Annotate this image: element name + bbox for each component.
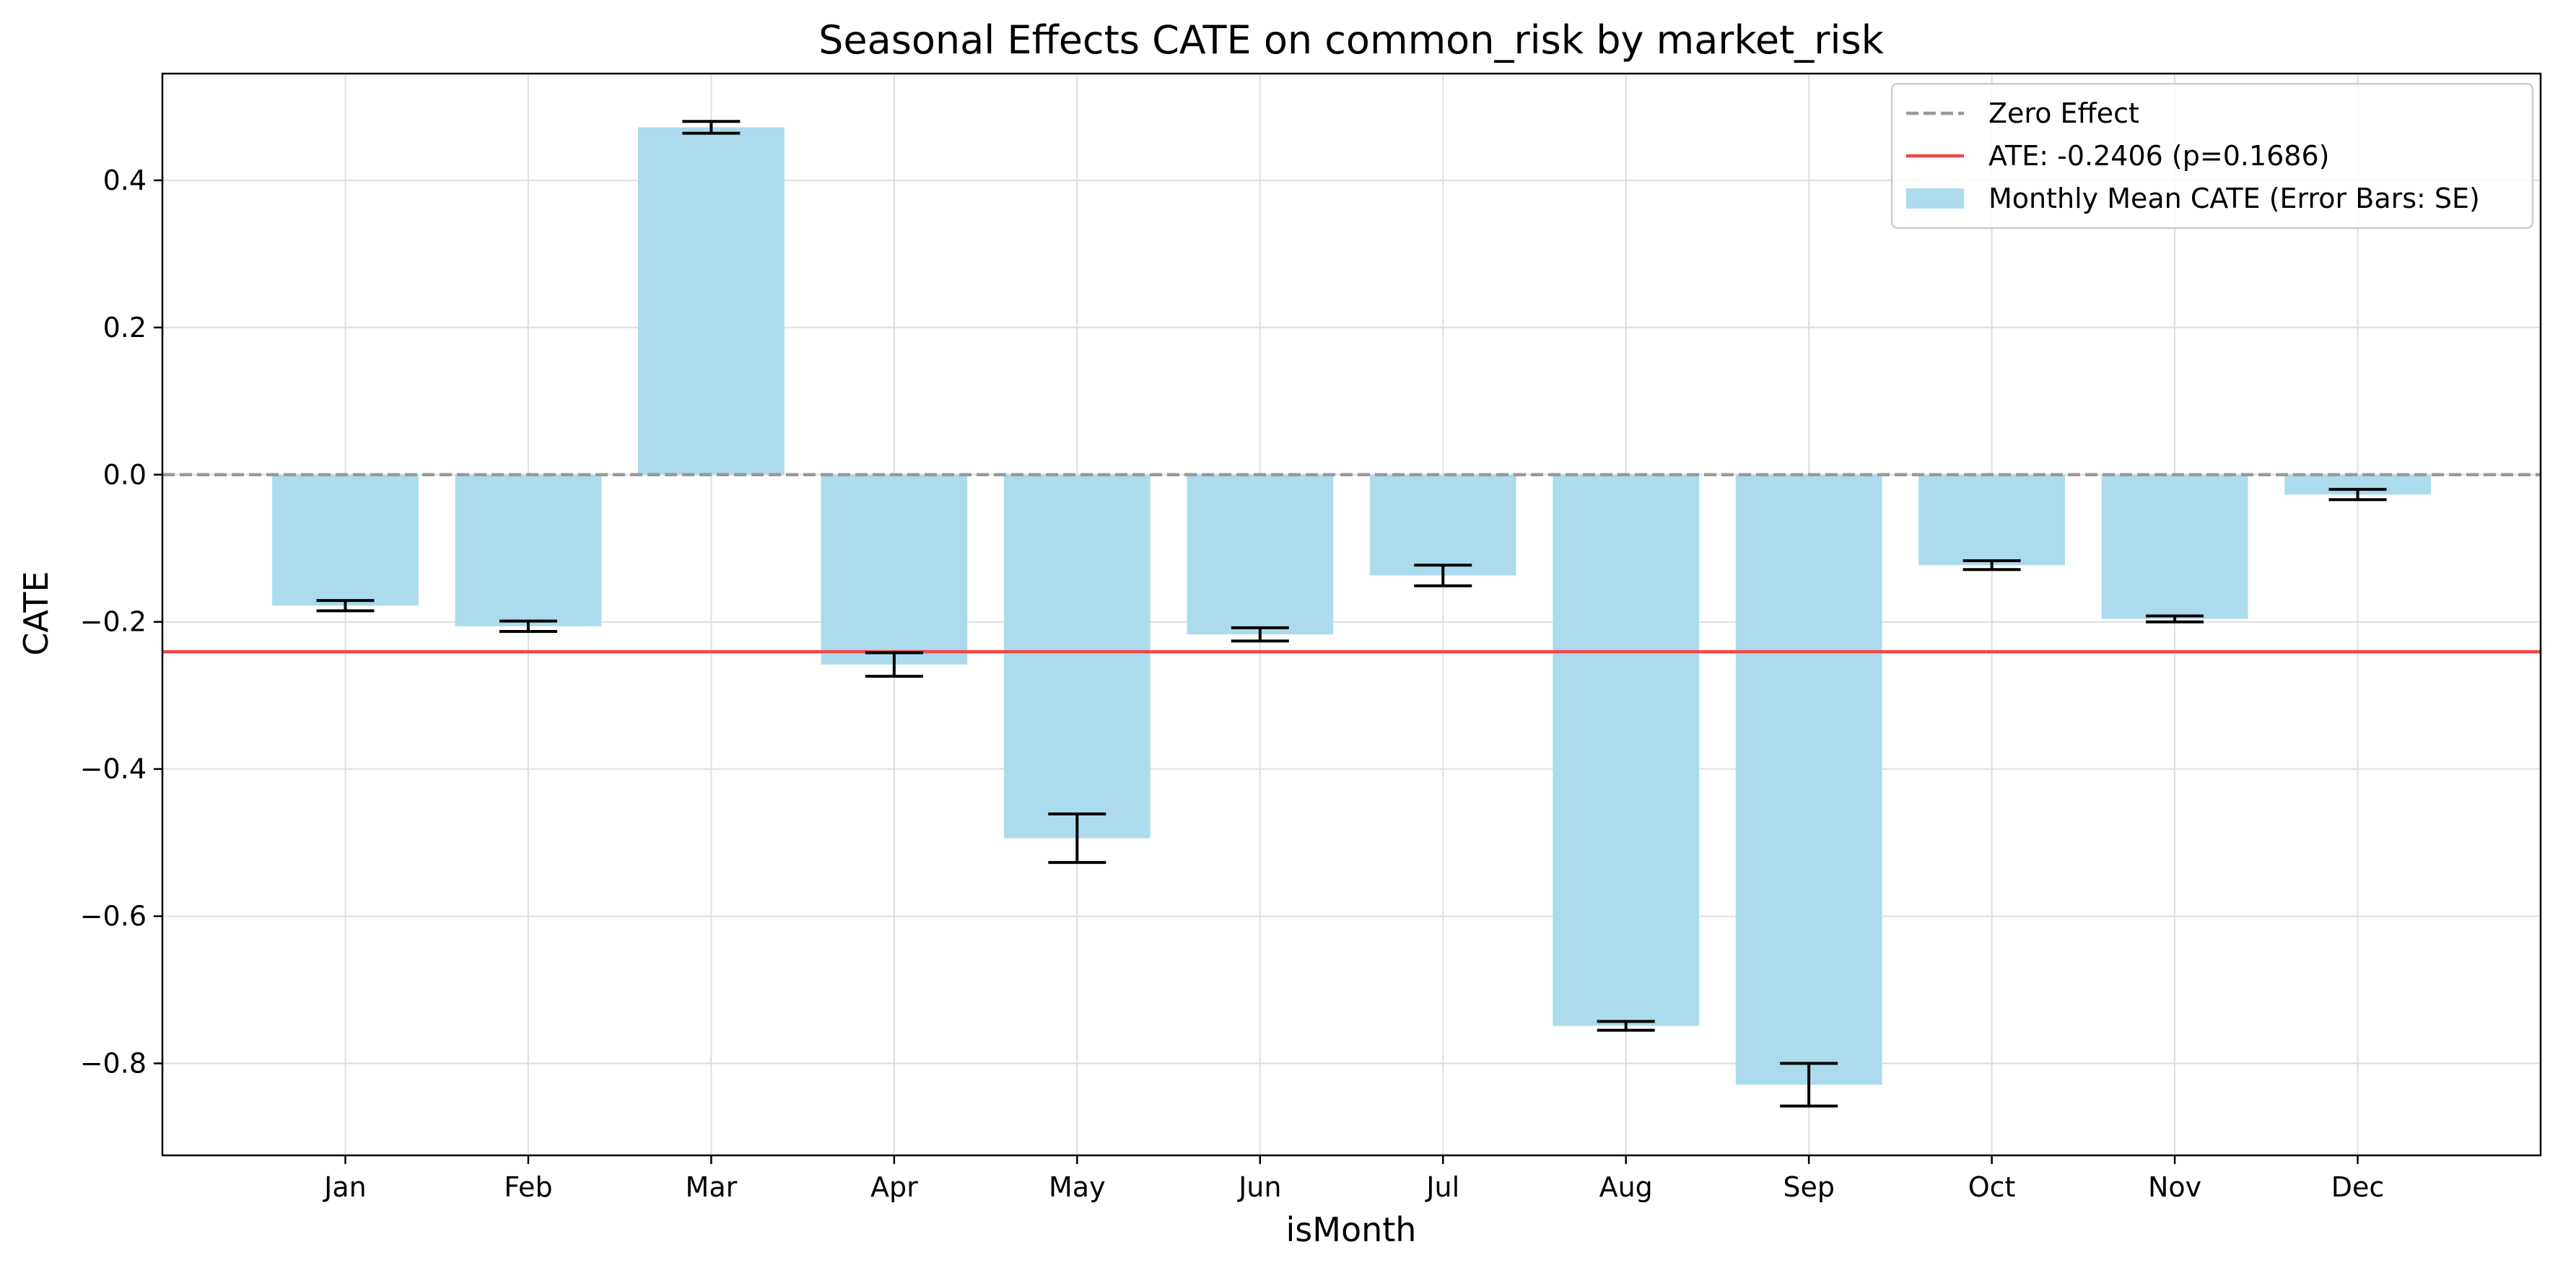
error-bar-nov [2146,614,2204,624]
x-tick-label: May [1049,1171,1106,1203]
y-tick-label: 0.0 [103,459,147,491]
x-tick-label: Jun [1237,1171,1281,1203]
error-bars [316,120,2387,1108]
bar-apr [821,474,968,665]
error-bar-jan [316,599,375,613]
x-tick-label: Jan [323,1171,367,1203]
legend-swatch-patch [1906,188,1964,209]
error-bar-dec [2328,488,2387,502]
y-tick-label: −0.4 [80,753,147,785]
bar-may [1003,474,1151,839]
error-bar-mar [682,120,741,135]
bar-oct [1918,474,2065,566]
y-axis-label: CATE [17,571,56,655]
x-tick-label: Dec [2331,1171,2385,1203]
x-tick-label: Nov [2148,1171,2201,1203]
error-bar-jun [1231,626,1289,643]
x-tick-label: Jul [1425,1171,1459,1203]
error-bar-oct [1962,559,2021,572]
bar-jul [1369,474,1516,576]
x-tick-label: Aug [1599,1171,1653,1203]
x-tick-label: Feb [504,1171,552,1203]
y-axis-ticks: 0.4 0.2 0.0 −0.2 −0.4 −0.6 −0.8 [80,165,162,1080]
legend-label: Zero Effect [1988,97,2139,129]
bar-mar [638,127,785,475]
y-tick-label: −0.8 [80,1048,147,1080]
legend-label: Monthly Mean CATE (Error Bars: SE) [1988,183,2480,214]
bar-nov [2101,474,2248,619]
y-tick-label: 0.4 [103,165,147,196]
bars [272,127,2431,1085]
bar-sep [1735,474,1882,1085]
y-tick-label: 0.2 [103,312,147,344]
legend-entry: ATE: -0.2406 (p=0.1686) [1906,140,2329,172]
legend: Zero Effect ATE: -0.2406 (p=0.1686) Monthl… [1890,82,2534,229]
error-bar-may [1048,812,1106,865]
error-bar-feb [499,619,557,633]
error-bar-jul [1414,564,1472,587]
legend-box [1890,82,2534,229]
x-axis-label: isMonth [1286,1210,1417,1249]
x-tick-label: Apr [870,1171,918,1203]
bar-jun [1187,474,1334,635]
legend-label: ATE: -0.2406 (p=0.1686) [1988,140,2329,172]
bar-jan [272,474,419,606]
y-tick-label: −0.2 [80,606,147,638]
error-bar-apr [865,651,923,678]
legend-entry: Zero Effect [1906,97,2139,129]
bar-aug [1553,474,1700,1026]
x-tick-label: Sep [1783,1171,1835,1203]
plot-area: 0.4 0.2 0.0 −0.2 −0.4 −0.6 −0.8 Jan Feb Mar Apr May… [80,72,2542,1203]
x-tick-label: Oct [1968,1171,2016,1203]
legend-entry: Monthly Mean CATE (Error Bars: SE) [1906,183,2480,214]
error-bar-sep [1780,1062,1838,1108]
bar-feb [455,474,602,626]
error-bar-aug [1597,1020,1655,1032]
y-tick-label: −0.6 [80,901,147,932]
plot-frame [161,72,2542,1157]
chart-title: Seasonal Effects CATE on common_risk by … [818,17,1884,63]
x-axis-ticks: Jan Feb Mar Apr May Jun Jul Aug Sep Oct Nov Dec [323,1155,2384,1203]
x-tick-label: Mar [686,1171,738,1203]
